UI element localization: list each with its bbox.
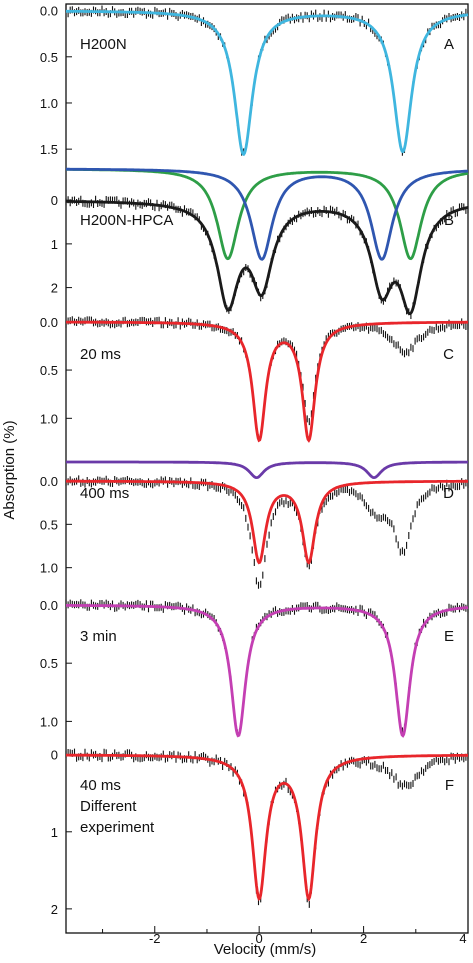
fit-line-b-3 <box>66 167 468 261</box>
panel-f-label: Different <box>80 798 137 815</box>
x-tick-label: 0 <box>256 931 263 946</box>
panel-f-letter: F <box>445 777 454 794</box>
panel-c-label: 20 ms <box>80 346 121 363</box>
fit-line-d-1 <box>66 479 468 565</box>
panel-a: 0.0 0.5 1.0 1.5 H200N A <box>40 4 469 157</box>
panel-d-letter: D <box>443 485 454 502</box>
y-tick-label: 0.0 <box>40 474 58 489</box>
y-tick-label: 0.0 <box>40 315 58 330</box>
panel-c: 0.0 0.5 1.0 20 ms C <box>40 315 469 443</box>
y-tick-label: 2 <box>51 281 58 296</box>
panel-d: 0.0 0.5 1.0 400 ms D <box>40 460 469 589</box>
plot-frame <box>65 3 469 934</box>
fit-line-e-1 <box>66 604 469 738</box>
y-tick-label: 1 <box>51 237 58 252</box>
y-tick-label: 1.0 <box>40 714 58 729</box>
y-tick-label: 0.5 <box>40 50 58 65</box>
x-tick-label: 2 <box>360 931 367 946</box>
y-tick-label: 2 <box>51 902 58 917</box>
panels: 0.0 0.5 1.0 1.5 H200N A 0 1 2 H200N-HPCA B 0.0 0.5 1.… <box>40 4 469 917</box>
panel-e: 0.0 0.5 1.0 3 min E <box>40 598 469 738</box>
y-tick-label: 1.0 <box>40 561 58 576</box>
panel-b: 0 1 2 H200N-HPCA B <box>51 167 469 319</box>
fit-line-d-2 <box>66 460 468 480</box>
panel-d-label: 400 ms <box>80 485 129 502</box>
y-tick-label: 0.0 <box>40 4 58 19</box>
y-axis-label: Absorption (%) <box>1 420 18 519</box>
plot-border <box>65 3 469 934</box>
panel-f: 0 1 2 40 ms Different experiment F <box>51 748 469 917</box>
fit-line-c-1 <box>66 320 468 443</box>
y-tick-label: 0.5 <box>40 656 58 671</box>
y-tick-label: 0.0 <box>40 598 58 613</box>
y-tick-label: 1.0 <box>40 411 58 426</box>
panel-a-letter: A <box>444 36 454 53</box>
x-axis-label: Velocity (mm/s) <box>214 941 317 958</box>
y-tick-label: 0 <box>51 193 58 208</box>
fit-line-a-1 <box>66 9 469 157</box>
panel-e-letter: E <box>444 628 454 645</box>
fit-line-f-1 <box>66 753 468 902</box>
y-tick-label: 0 <box>51 748 58 763</box>
fit-line-b-1 <box>66 200 469 316</box>
y-tick-label: 1.0 <box>40 96 58 111</box>
y-tick-label: 1 <box>51 825 58 840</box>
y-tick-label: 0.5 <box>40 517 58 532</box>
x-tick-label: 4 <box>459 931 466 946</box>
panel-b-letter: B <box>444 212 454 229</box>
panel-f-label: 40 ms <box>80 777 121 794</box>
x-tick-label: -2 <box>149 931 161 946</box>
y-tick-label: 1.5 <box>40 142 58 157</box>
panel-f-label: experiment <box>80 819 155 836</box>
panel-c-letter: C <box>443 346 454 363</box>
y-tick-label: 0.5 <box>40 363 58 378</box>
x-axis: -2 0 2 4 <box>102 926 469 946</box>
panel-b-label: H200N-HPCA <box>80 212 173 229</box>
panel-a-label: H200N <box>80 36 127 53</box>
panel-e-label: 3 min <box>80 628 117 645</box>
